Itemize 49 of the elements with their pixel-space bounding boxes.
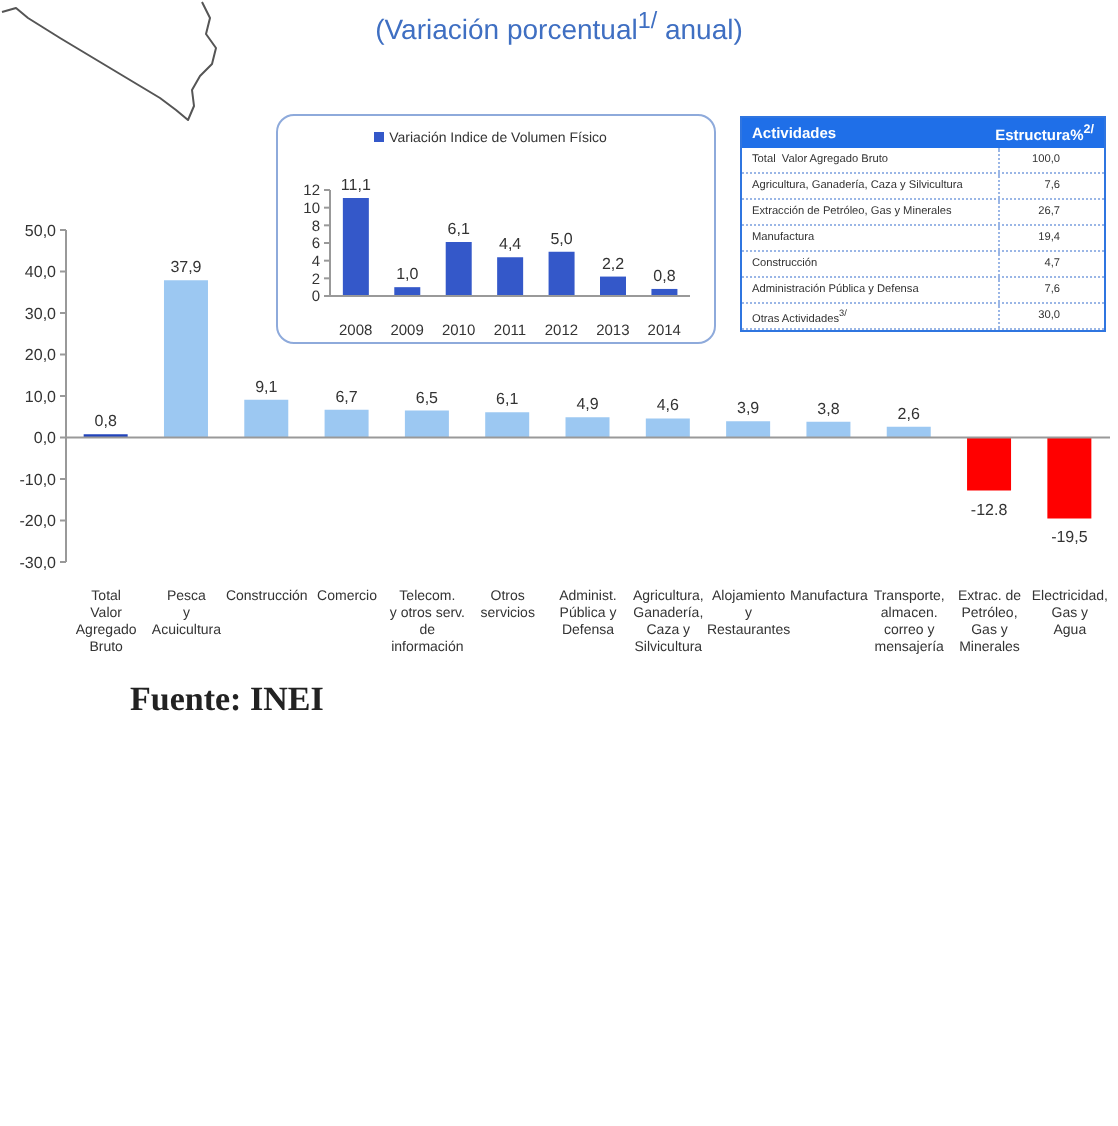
y-tick-label: 20,0 <box>24 346 58 365</box>
chart-title: (Variación porcentual$^{1/}$ anual) <box>373 8 745 46</box>
data-label: 1,0 <box>396 265 420 284</box>
data-label: 2,2 <box>601 254 626 273</box>
data-label: 0,8 <box>653 266 677 285</box>
data-label: 9,1 <box>255 377 279 396</box>
data-label: 4,4 <box>499 235 523 254</box>
bar <box>497 257 524 296</box>
bar <box>244 399 289 438</box>
bar <box>886 426 931 438</box>
bar <box>548 251 575 296</box>
y-tick-label: -20,0 <box>19 512 58 531</box>
data-label: 3,8 <box>817 399 841 418</box>
bar <box>1047 437 1092 519</box>
bar <box>600 276 626 296</box>
data-label: -12.8 <box>970 500 1009 519</box>
data-label: 2,6 <box>897 404 921 423</box>
bar <box>967 437 1012 491</box>
data-label: 0,8 <box>94 412 118 431</box>
data-label: 4,6 <box>656 396 681 415</box>
data-label: 5,0 <box>550 229 574 248</box>
source-note: Fuente: INEI <box>130 680 324 720</box>
data-label: 6,1 <box>447 220 471 239</box>
bar <box>565 417 610 438</box>
bar <box>485 412 530 438</box>
y-tick-label: -10,0 <box>19 470 58 489</box>
data-label: 11,1 <box>340 175 372 194</box>
y-tick-label: 40,0 <box>24 263 58 282</box>
data-label: 37,9 <box>170 258 203 277</box>
y-tick-label: 0,0 <box>33 429 58 448</box>
data-label: 4,9 <box>576 395 600 414</box>
bar <box>324 409 369 438</box>
data-label: 6,5 <box>415 388 440 407</box>
y-tick-label: 10,0 <box>24 387 58 406</box>
bar <box>645 418 690 438</box>
data-label: 6,7 <box>335 387 359 406</box>
bar <box>726 421 771 438</box>
bar <box>394 287 421 296</box>
y-tick-label: 50,0 <box>24 221 58 240</box>
bar <box>163 280 208 438</box>
data-label: 3,9 <box>737 399 761 418</box>
bar <box>806 421 851 438</box>
data-label: 6,1 <box>496 390 520 409</box>
bar <box>342 197 369 296</box>
data-label: -19,5 <box>1051 528 1089 547</box>
y-tick-label: 30,0 <box>24 304 58 323</box>
y-tick-label: -30,0 <box>19 553 58 572</box>
bar <box>404 410 449 438</box>
bar <box>445 242 472 296</box>
